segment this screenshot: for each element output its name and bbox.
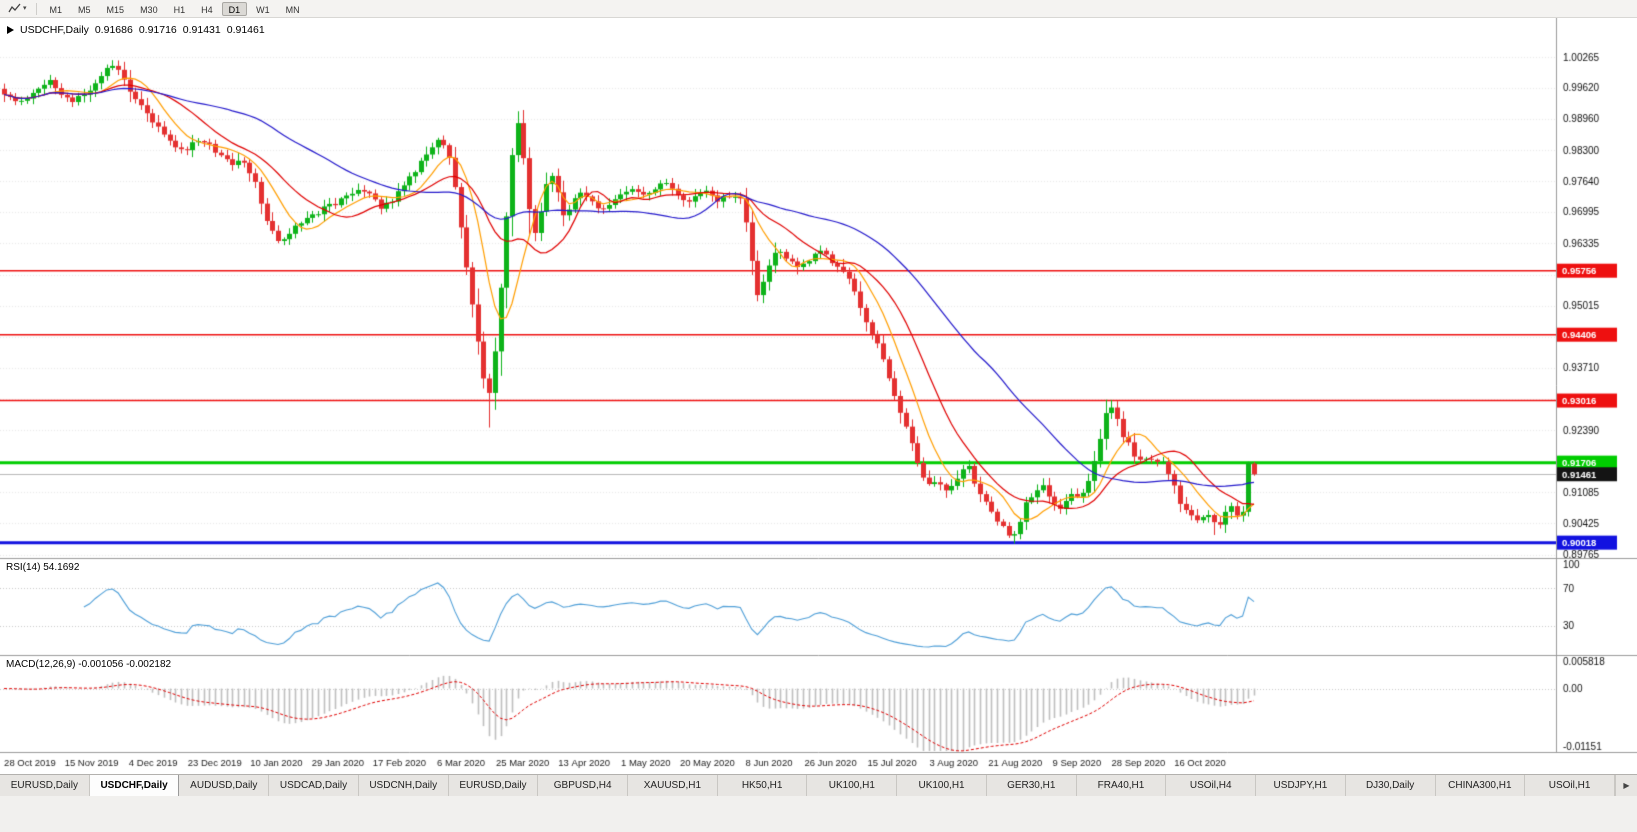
tab-uk100-h1[interactable]: UK100,H1 [807, 775, 898, 796]
low-value: 0.91431 [182, 24, 221, 36]
tab-usoil-h1[interactable]: USOil,H1 [1525, 775, 1615, 796]
price-chart-canvas[interactable] [0, 18, 1637, 774]
tab-scroll-right-button[interactable]: ▶ [1615, 775, 1637, 796]
tab-dj30-daily[interactable]: DJ30,Daily [1346, 775, 1436, 796]
high-value: 0.91716 [138, 24, 177, 36]
close-value: 0.91461 [226, 24, 265, 36]
open-value: 0.91686 [94, 24, 133, 36]
tab-china300-h1[interactable]: CHINA300,H1 [1436, 775, 1526, 796]
chart-tabbar: EURUSD,Daily USDCHF,Daily AUDUSD,Daily USDC… [0, 774, 1637, 796]
symbol-period-label: USDCHF,Daily [20, 24, 89, 36]
tab-usdjpy-h1[interactable]: USDJPY,H1 [1256, 775, 1346, 796]
chart-title: USDCHF,Daily 0.91686 0.91716 0.91431 0.9… [7, 24, 265, 36]
timeframe-button-m30[interactable]: M30 [140, 4, 158, 15]
timeframe-button-w1[interactable]: W1 [256, 4, 270, 15]
timeframe-button-h4[interactable]: H4 [201, 4, 213, 15]
chart-type-dropdown[interactable]: ▾ [4, 1, 31, 17]
chart-tabs: EURUSD,Daily USDCHF,Daily AUDUSD,Daily USDC… [0, 775, 1615, 796]
timeframe-buttons: M1 M5 M15 M30 H1 H4 D1 W1 MN [42, 1, 308, 16]
tab-gbpusd-h4[interactable]: GBPUSD,H4 [538, 775, 629, 796]
tab-usdchf-daily[interactable]: USDCHF,Daily [89, 775, 180, 796]
tab-hk50-h1[interactable]: HK50,H1 [718, 775, 808, 796]
timeframe-toolbar: ▾ M1 M5 M15 M30 H1 H4 D1 W1 MN [0, 0, 1637, 18]
timeframe-button-m15[interactable]: M15 [106, 4, 125, 15]
chevron-down-icon: ▾ [23, 5, 27, 12]
tab-uk100-h1[interactable]: UK100,H1 [897, 775, 987, 796]
tab-usdcnh-daily[interactable]: USDCNH,Daily [359, 775, 449, 796]
timeframe-button-m5[interactable]: M5 [78, 4, 91, 15]
tab-usoil-h4[interactable]: USOil,H4 [1166, 775, 1257, 796]
bottom-strip [0, 796, 1637, 832]
tab-fra40-h1[interactable]: FRA40,H1 [1077, 775, 1167, 796]
tab-usdcad-daily[interactable]: USDCAD,Daily [269, 775, 359, 796]
timeframe-button-mn[interactable]: MN [285, 4, 300, 15]
chart-context-icon[interactable] [7, 26, 14, 34]
tab-audusd-daily[interactable]: AUDUSD,Daily [179, 775, 270, 796]
macd-indicator-label: MACD(12,26,9) -0.001056 -0.002182 [6, 659, 172, 670]
line-chart-icon [8, 3, 21, 13]
tab-xauusd-h1[interactable]: XAUUSD,H1 [628, 775, 718, 796]
timeframe-button-h1[interactable]: H1 [173, 4, 186, 15]
timeframe-button-d1[interactable]: D1 [221, 1, 248, 16]
chart-window: USDCHF,Daily 0.91686 0.91716 0.91431 0.9… [0, 18, 1637, 774]
toolbar-separator [35, 2, 37, 15]
tab-ger30-h1[interactable]: GER30,H1 [987, 775, 1077, 796]
tab-eurusd-daily[interactable]: EURUSD,Daily [0, 775, 90, 796]
timeframe-button-m1[interactable]: M1 [49, 4, 63, 15]
rsi-indicator-label: RSI(14) 54.1692 [6, 562, 80, 573]
tab-eurusd-daily[interactable]: EURUSD,Daily [449, 775, 539, 796]
